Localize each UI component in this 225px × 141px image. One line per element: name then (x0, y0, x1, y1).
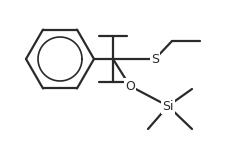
Text: O: O (124, 80, 134, 92)
Text: Si: Si (162, 100, 173, 113)
Text: S: S (150, 52, 158, 66)
